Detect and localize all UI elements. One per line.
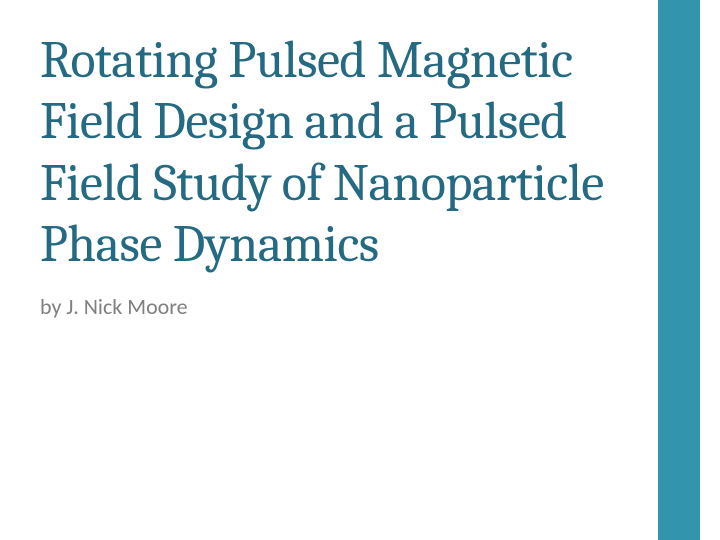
slide-title: Rotating Pulsed Magnetic Field Design an… (40, 30, 618, 275)
slide-content: Rotating Pulsed Magnetic Field Design an… (0, 0, 658, 540)
slide-author: by J. Nick Moore (40, 293, 618, 320)
accent-bar (658, 0, 700, 540)
slide-container: Rotating Pulsed Magnetic Field Design an… (0, 0, 720, 540)
